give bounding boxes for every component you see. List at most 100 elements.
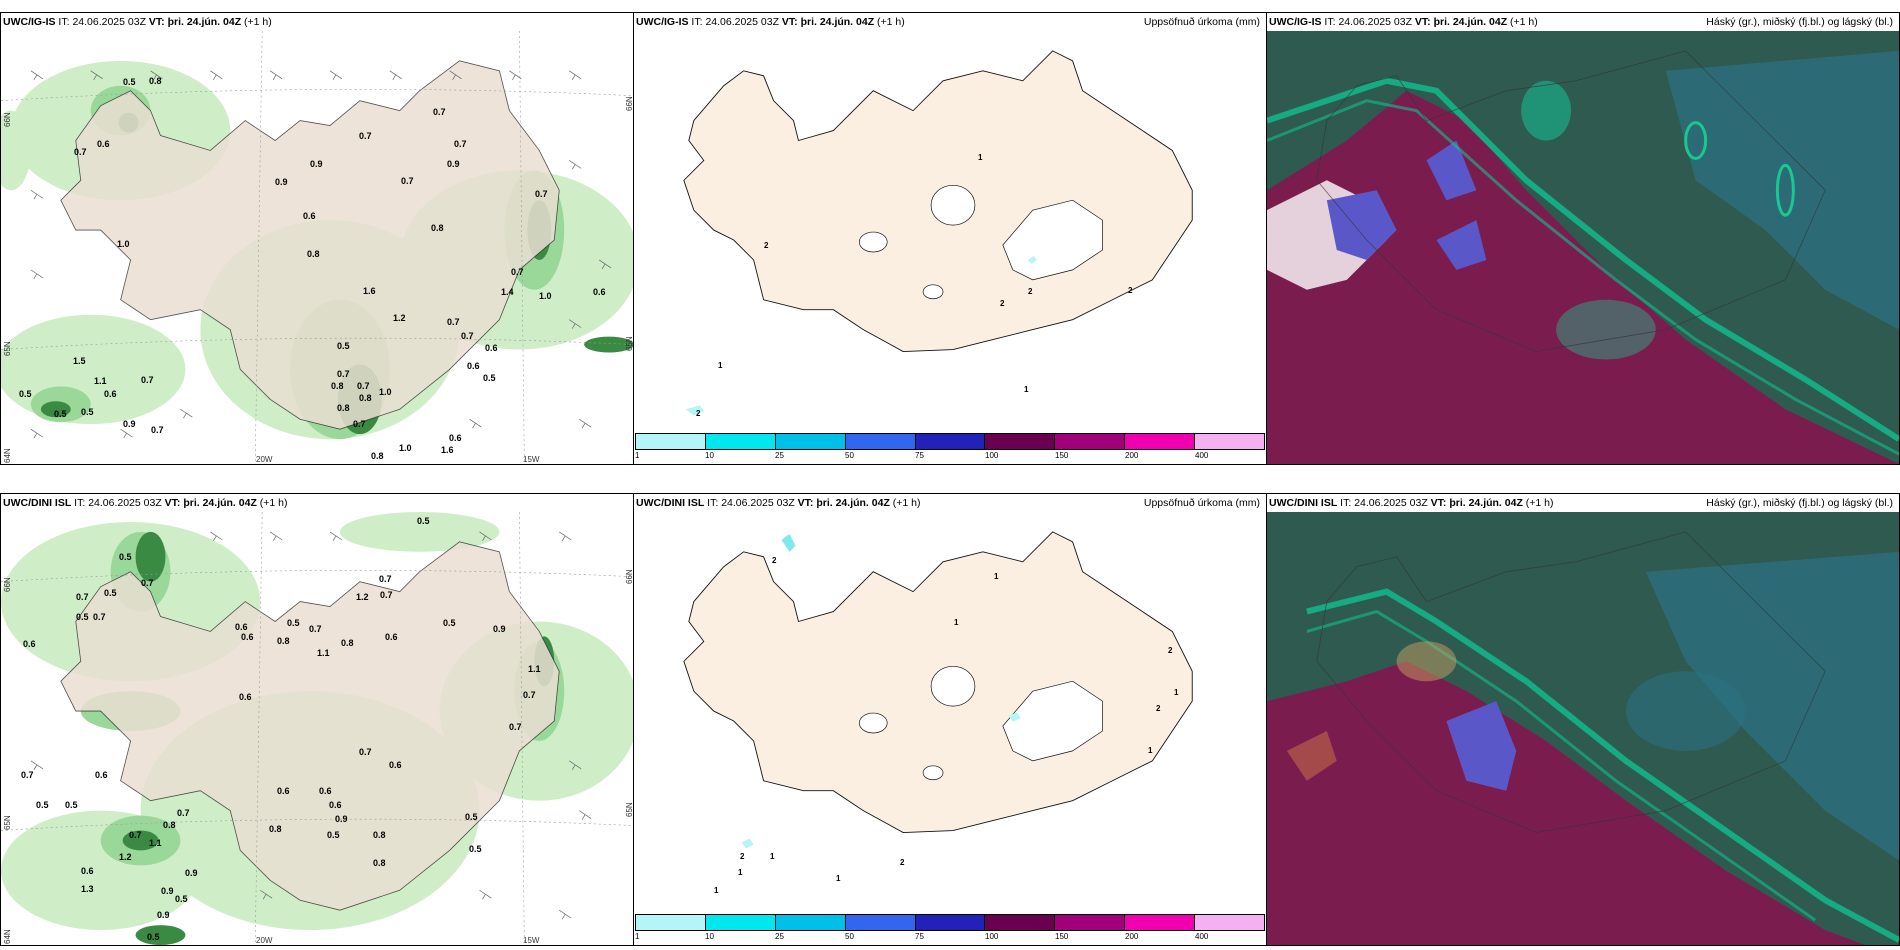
precip-value: 0.5: [417, 516, 430, 526]
colorbar-segment: [1195, 434, 1265, 449]
precip-value: 1.0: [379, 387, 392, 397]
colorbar-segment: [845, 915, 916, 930]
precip-value: 0.5: [104, 588, 117, 598]
precip-value: 0.7: [379, 574, 392, 584]
precip-value: 1.5: [73, 356, 86, 366]
precip-value: 1: [770, 852, 775, 861]
panel-title: UWC/DINI ISL IT: 24.06.2025 03Z VT: þri.…: [636, 497, 1260, 509]
precip-value: 0.6: [449, 433, 462, 443]
precip-value: 1: [994, 572, 999, 581]
precip-value: 0.6: [239, 692, 252, 702]
precip-value: 0.7: [447, 317, 460, 327]
colorbar: [635, 433, 1265, 450]
colorbar-tick: 1: [635, 932, 640, 941]
panel-title: UWC/IG-IS IT: 24.06.2025 03Z VT: þri. 24…: [1269, 15, 1895, 29]
precip-value: 0.7: [454, 139, 467, 149]
colorbar-ticks: 1 10 25 50 75 100 150 200 400: [635, 932, 1265, 943]
precip-value: 0.7: [129, 830, 142, 840]
lat-label: 66N: [3, 112, 12, 127]
colorbar-segment: [636, 434, 706, 449]
colorbar-ticks: 1 10 25 50 75 100 150 200 400: [635, 451, 1265, 462]
precip-value: 2: [1000, 299, 1005, 308]
colorbar-tick: 75: [915, 932, 924, 941]
precip-value: 1: [978, 153, 983, 162]
colorbar-tick: 400: [1195, 451, 1209, 460]
precip-value: 0.7: [461, 331, 474, 341]
precip-value: 0.6: [385, 632, 398, 642]
colorbar-segment: [1125, 434, 1196, 449]
precip-value: 0.7: [523, 690, 536, 700]
lat-label: 66N: [3, 577, 12, 592]
precip-value: 1.2: [356, 592, 369, 602]
precip-value: 0.8: [371, 451, 384, 461]
wind-precip-map: 0.5 0.8 0.7 0.6 0.7 0.7 0.9 0.7 0.9 0.7 …: [1, 31, 633, 464]
precip-value: 0.5: [54, 409, 67, 419]
precip-value: 0.9: [185, 868, 198, 878]
lon-label: 15W: [523, 936, 540, 945]
precip-value: 0.9: [310, 159, 323, 169]
precip-value: 0.6: [485, 343, 498, 353]
colorbar-segment: [915, 434, 986, 449]
precip-value: 1.1: [149, 838, 162, 848]
colorbar-segment: [775, 434, 846, 449]
colorbar-segment: [775, 915, 846, 930]
precip-value: 0.8: [277, 636, 290, 646]
precip-value: 0.9: [493, 624, 506, 634]
lon-label: 20W: [256, 936, 273, 945]
precip-value: 0.5: [175, 894, 188, 904]
precip-value: 0.5: [337, 341, 350, 351]
precip-value: 0.7: [401, 176, 414, 186]
precip-value: 0.5: [287, 618, 300, 628]
precip-value: 0.6: [319, 786, 332, 796]
precip-value: 0.8: [331, 381, 344, 391]
cloud-map: [1267, 31, 1899, 464]
precip-value: 0.5: [469, 844, 482, 854]
precip-value: 0.7: [359, 131, 372, 141]
precip-value: 1: [1148, 746, 1153, 755]
panel-igis-clouds: UWC/IG-IS IT: 24.06.2025 03Z VT: þri. 24…: [1266, 12, 1900, 465]
precip-value: 0.6: [593, 287, 606, 297]
precip-value: 0.7: [21, 770, 34, 780]
precip-value: 0.6: [467, 361, 480, 371]
precip-value: 0.9: [157, 910, 170, 920]
panel-subtitle: Uppsöfnuð úrkoma (mm): [1143, 16, 1260, 28]
colorbar-tick: 150: [1055, 932, 1069, 941]
precip-value: 0.5: [465, 812, 478, 822]
precip-value: 0.7: [511, 267, 524, 277]
precip-value: 0.5: [76, 612, 89, 622]
colorbar-tick: 1: [635, 451, 640, 460]
precip-value: 1.0: [399, 443, 412, 453]
precip-value: 1: [836, 874, 841, 883]
precip-value: 0.7: [309, 624, 322, 634]
colorbar-segment: [705, 434, 776, 449]
precip-value: 0.7: [357, 381, 370, 391]
precip-value: 0.9: [161, 886, 174, 896]
precip-value: 0.5: [19, 389, 32, 399]
precip-value: 1.0: [117, 239, 130, 249]
precip-value: 0.8: [269, 824, 282, 834]
precip-value: 2: [772, 556, 777, 565]
precip-value: 0.8: [163, 820, 176, 830]
lat-label: 65N: [3, 341, 12, 356]
precip-value: 0.7: [380, 590, 393, 600]
precip-value: 0.7: [337, 369, 350, 379]
panel-dini-accum-precip: UWC/DINI ISL IT: 24.06.2025 03Z VT: þri.…: [633, 493, 1267, 946]
accum-precip-map: 2 1 1 2 2 1 1 2 1 1 2 1 1: [634, 512, 1266, 945]
precip-value: 0.6: [303, 211, 316, 221]
precip-value: 0.7: [93, 612, 106, 622]
precip-value: 0.5: [443, 618, 456, 628]
colorbar-tick: 200: [1125, 451, 1139, 460]
precip-value: 1.6: [441, 445, 454, 455]
precip-value: 2: [1156, 704, 1161, 713]
precip-value: 0.5: [36, 800, 49, 810]
precip-value: 1.1: [94, 376, 107, 386]
precip-value: 0.7: [74, 147, 87, 157]
precip-value: 1: [1174, 688, 1179, 697]
panel-subtitle: Háský (gr.), miðský (fj.bl.) og lágský (…: [1706, 16, 1893, 28]
colorbar-segment: [845, 434, 916, 449]
precip-value: 0.8: [341, 638, 354, 648]
colorbar-tick: 100: [985, 932, 999, 941]
lon-label: 20W: [256, 455, 273, 464]
lon-label: 15W: [523, 455, 540, 464]
colorbar-segment: [1125, 915, 1196, 930]
